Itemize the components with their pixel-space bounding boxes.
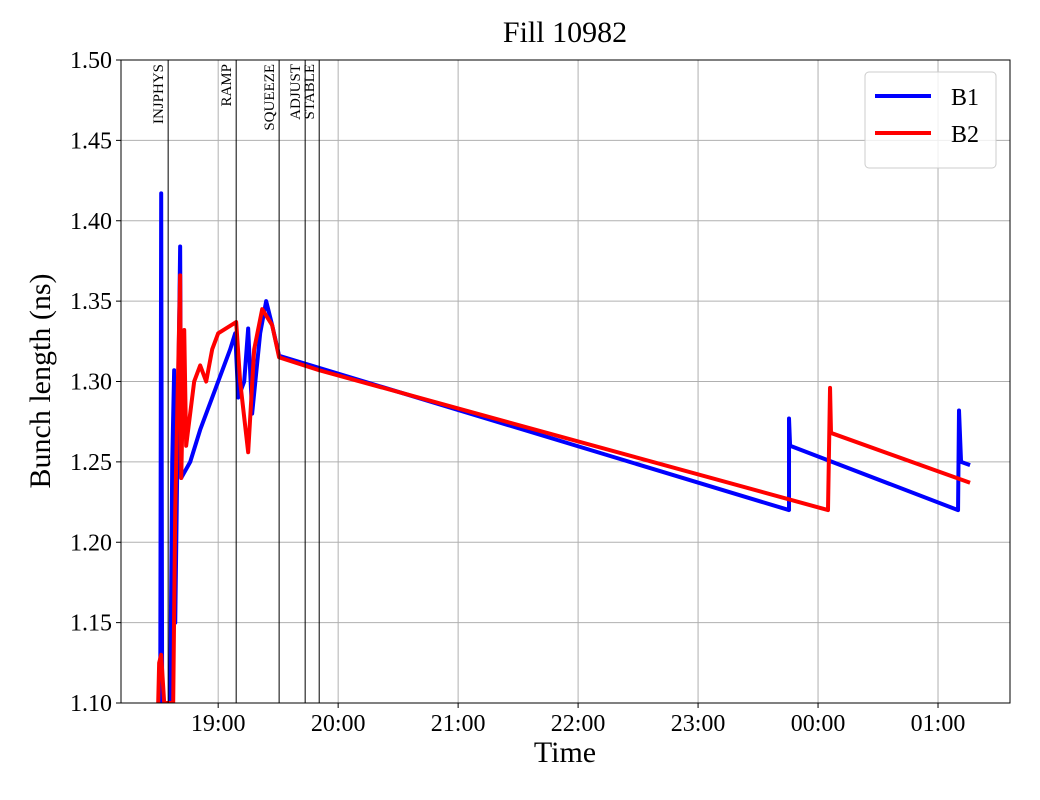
x-axis-label: Time (534, 736, 596, 769)
legend-label: B2 (951, 122, 979, 148)
phase-label: RAMP (219, 64, 235, 107)
phase-label: SQUEEZE (262, 64, 278, 131)
x-tick-label: 21:00 (431, 711, 486, 737)
grid: 1.10 1.15 1.20 1.25 1.30 1.35 1.40 1.45 1.50 19:0… (70, 48, 1010, 737)
phase-label: STABLE (302, 64, 318, 119)
phase-label: ADJUST (288, 64, 304, 120)
y-tick-label: 1.45 (70, 128, 112, 154)
y-tick-label: 1.15 (70, 611, 112, 637)
legend-label: B1 (951, 85, 979, 111)
y-tick-label: 1.20 (70, 530, 112, 556)
series-line (156, 273, 971, 703)
y-tick-label: 1.30 (70, 370, 112, 396)
x-tick-label: 23:00 (671, 711, 726, 737)
y-tick-label: 1.35 (70, 289, 112, 315)
y-tick-label: 1.50 (70, 48, 112, 74)
x-tick-label: 22:00 (551, 711, 606, 737)
x-tick-label: 19:00 (191, 711, 246, 737)
x-tick-label: 20:00 (311, 711, 366, 737)
chart-title: Fill 10982 (503, 16, 627, 49)
y-tick-label: 1.40 (70, 209, 112, 235)
y-axis-label: Bunch length (ns) (24, 274, 57, 489)
y-tick-label: 1.25 (70, 450, 112, 476)
y-tick-label: 1.10 (70, 691, 112, 717)
phase-label: INJPHYS (151, 64, 167, 124)
axes-frame (120, 59, 1011, 704)
x-tick-label: 01:00 (911, 711, 966, 737)
x-tick-label: 00:00 (791, 711, 846, 737)
series-line (158, 191, 971, 703)
plot-area (156, 60, 971, 703)
